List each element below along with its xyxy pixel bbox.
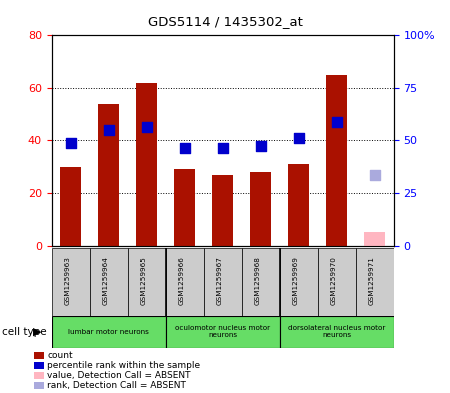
Text: dorsolateral nucleus motor
neurons: dorsolateral nucleus motor neurons xyxy=(288,325,386,338)
Text: GSM1259964: GSM1259964 xyxy=(103,256,109,305)
Point xyxy=(371,171,378,178)
Text: GSM1259963: GSM1259963 xyxy=(65,256,71,305)
Point xyxy=(257,143,264,149)
Bar xyxy=(204,248,242,316)
Text: rank, Detection Call = ABSENT: rank, Detection Call = ABSENT xyxy=(47,382,186,390)
Text: GDS5114 / 1435302_at: GDS5114 / 1435302_at xyxy=(148,15,302,28)
Text: ▶: ▶ xyxy=(33,327,42,337)
Text: value, Detection Call = ABSENT: value, Detection Call = ABSENT xyxy=(47,371,191,380)
Text: GSM1259965: GSM1259965 xyxy=(141,256,147,305)
Bar xyxy=(166,316,280,348)
Text: GSM1259966: GSM1259966 xyxy=(179,256,185,305)
Bar xyxy=(90,248,128,316)
Text: cell type: cell type xyxy=(2,327,47,337)
Text: count: count xyxy=(47,351,73,360)
Point xyxy=(143,124,150,130)
Text: oculomotor nucleus motor
neurons: oculomotor nucleus motor neurons xyxy=(175,325,270,338)
Text: GSM1259970: GSM1259970 xyxy=(331,256,337,305)
Bar xyxy=(174,169,195,246)
Text: percentile rank within the sample: percentile rank within the sample xyxy=(47,361,200,370)
Bar xyxy=(60,167,81,246)
Bar xyxy=(128,248,166,316)
Text: GSM1259967: GSM1259967 xyxy=(217,256,223,305)
Bar xyxy=(250,172,271,246)
Bar xyxy=(242,248,280,316)
Point xyxy=(295,135,302,141)
Bar xyxy=(52,316,166,348)
Point xyxy=(333,119,340,125)
Bar xyxy=(288,164,309,246)
Text: GSM1259968: GSM1259968 xyxy=(255,256,261,305)
Point xyxy=(105,127,112,133)
Text: lumbar motor neurons: lumbar motor neurons xyxy=(68,329,149,335)
Bar xyxy=(52,248,90,316)
Bar xyxy=(98,104,119,246)
Bar xyxy=(326,75,347,246)
Bar xyxy=(136,83,157,246)
Bar xyxy=(356,248,394,316)
Point xyxy=(67,140,74,146)
Point xyxy=(181,145,189,152)
Text: GSM1259971: GSM1259971 xyxy=(369,256,375,305)
Bar xyxy=(318,248,356,316)
Bar xyxy=(364,233,385,246)
Bar xyxy=(280,248,318,316)
Bar xyxy=(212,174,233,246)
Text: GSM1259969: GSM1259969 xyxy=(293,256,299,305)
Point xyxy=(219,145,226,152)
Bar xyxy=(166,248,204,316)
Bar xyxy=(280,316,394,348)
